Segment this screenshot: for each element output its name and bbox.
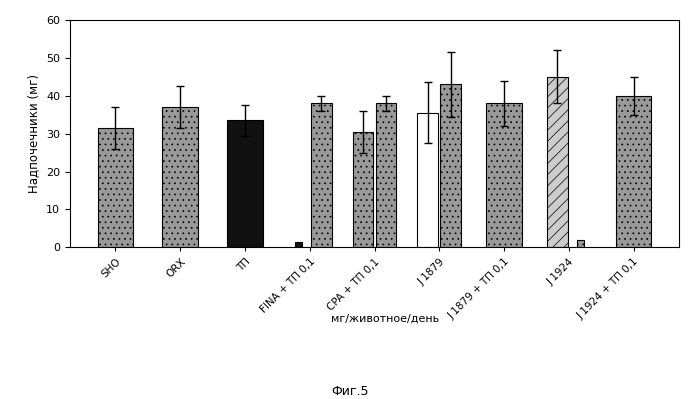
Text: мг/животное/день: мг/животное/день <box>331 313 439 323</box>
Bar <box>577 240 584 247</box>
Bar <box>228 120 262 247</box>
Bar <box>440 85 461 247</box>
Bar <box>162 107 198 247</box>
Bar <box>375 103 396 247</box>
Bar <box>547 77 568 247</box>
Bar <box>295 242 302 247</box>
Bar <box>98 128 133 247</box>
Text: Фиг.5: Фиг.5 <box>331 385 369 398</box>
Bar <box>311 103 332 247</box>
Bar <box>353 132 374 247</box>
Y-axis label: Надпочечники (мг): Надпочечники (мг) <box>27 74 41 193</box>
Bar <box>616 96 651 247</box>
Bar <box>417 113 438 247</box>
Bar <box>486 103 522 247</box>
